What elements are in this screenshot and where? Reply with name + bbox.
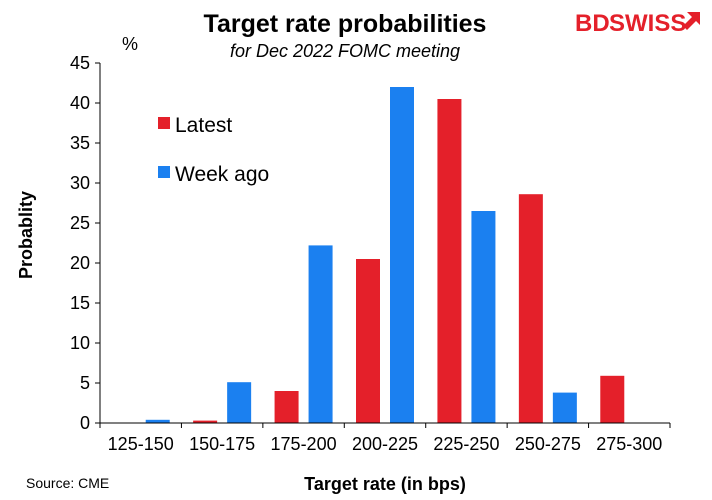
y-tick-label: 45 — [70, 53, 90, 73]
y-tick-label: 15 — [70, 293, 90, 313]
y-tick-label: 10 — [70, 333, 90, 353]
y-tick-label: 20 — [70, 253, 90, 273]
bar-latest — [600, 375, 625, 423]
y-tick-label: 0 — [80, 413, 90, 433]
chart-title: Target rate probabilities — [204, 10, 487, 38]
source-note: Source: CME — [26, 475, 109, 491]
bdswiss-logo: BD SWISS — [575, 10, 700, 37]
bar-latest — [356, 259, 380, 423]
bar-latest — [193, 420, 218, 423]
logo-arrow-icon — [683, 12, 700, 30]
x-tick-label: 125-150 — [108, 434, 174, 454]
bar-latest — [274, 391, 299, 423]
logo-text-bd: BD — [575, 10, 610, 37]
y-unit-label: % — [122, 34, 138, 54]
x-tick-label: 275-300 — [596, 434, 662, 454]
bar-week-ago — [552, 392, 577, 423]
y-tick-label: 30 — [70, 173, 90, 193]
y-axis-title: Probablity — [16, 191, 36, 279]
y-tick-label: 35 — [70, 133, 90, 153]
bar-week-ago — [471, 211, 496, 423]
y-tick-label: 25 — [70, 213, 90, 233]
bars — [145, 87, 625, 423]
bar-week-ago — [308, 245, 333, 423]
axes-lines — [99, 63, 670, 424]
logo-text-swiss: SWISS — [609, 10, 686, 37]
y-tick-label: 40 — [70, 93, 90, 113]
bar-week-ago — [227, 382, 252, 423]
y-axis: 0 5 10 15 20 25 30 35 40 45 — [70, 53, 100, 433]
legend-swatch — [158, 166, 170, 178]
bar-week-ago — [145, 419, 170, 423]
legend-label: Week ago — [175, 163, 269, 186]
x-tick-label: 175-200 — [271, 434, 337, 454]
x-tick-label: 225-250 — [433, 434, 499, 454]
legend-label: Latest — [175, 114, 232, 137]
legend: Latest Week ago — [158, 114, 269, 186]
x-axis-title: Target rate (in bps) — [304, 474, 466, 494]
chart-subtitle: for Dec 2022 FOMC meeting — [230, 41, 460, 61]
bar-latest — [437, 99, 462, 423]
x-axis: 125-150 150-175 175-200 200-225 225-250 250-2… — [99, 423, 671, 454]
x-tick-label: 150-175 — [189, 434, 255, 454]
x-tick-label: 250-275 — [515, 434, 581, 454]
bar-week-ago — [390, 87, 414, 423]
y-tick-label: 5 — [80, 373, 90, 393]
x-tick-label: 200-225 — [352, 434, 418, 454]
legend-swatch — [158, 117, 170, 129]
bar-latest — [518, 194, 543, 423]
